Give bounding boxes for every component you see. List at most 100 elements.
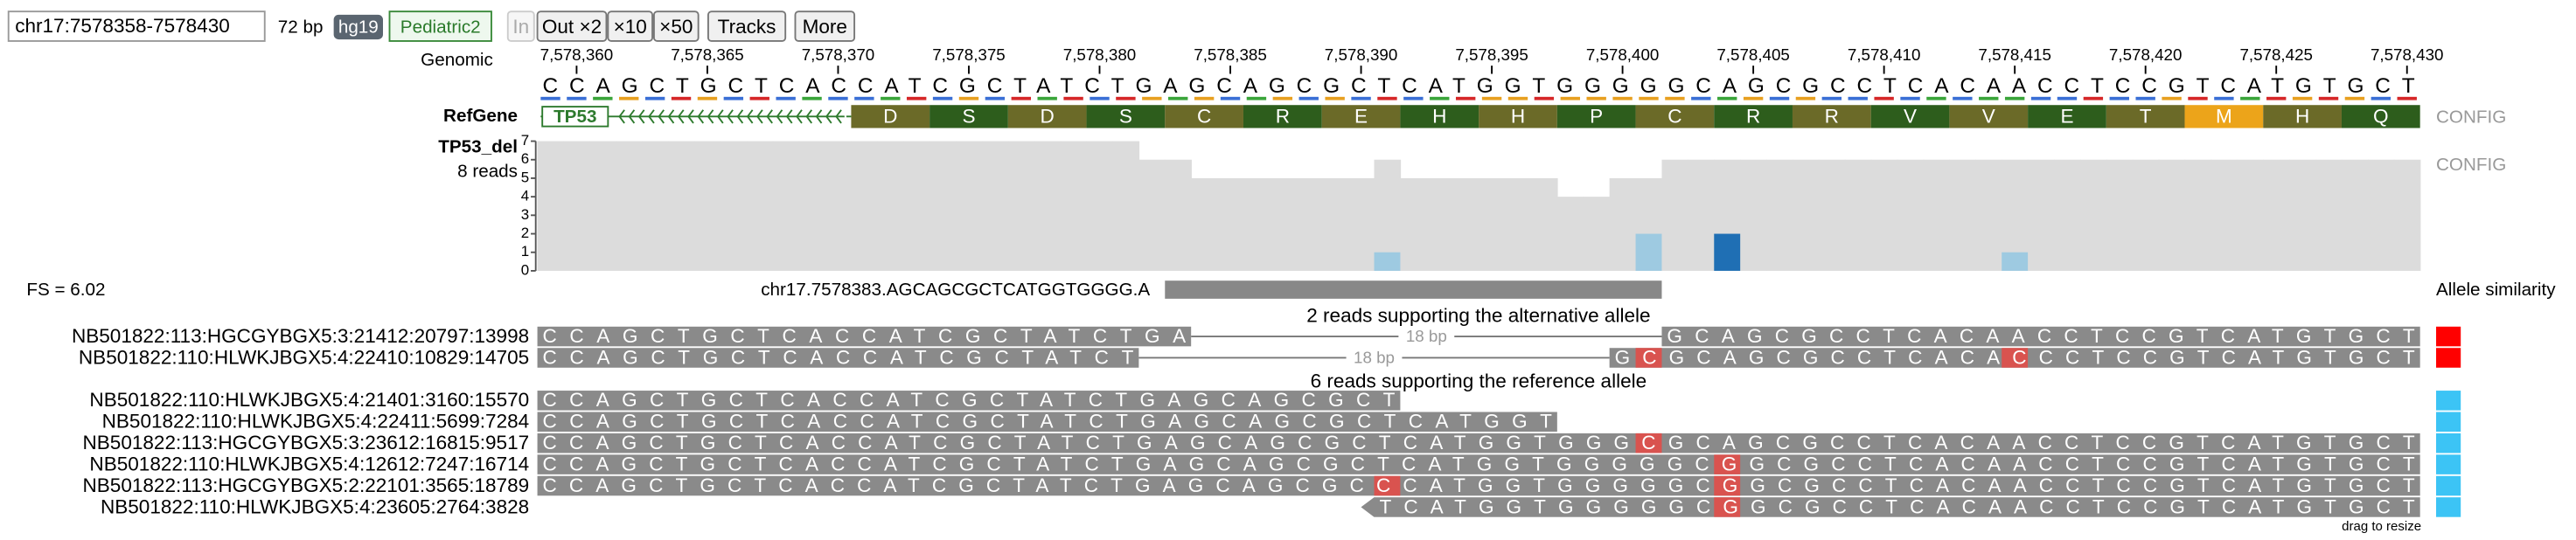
toolbar-button-label[interactable]: ×50 bbox=[659, 16, 693, 38]
base-color bbox=[1560, 96, 1580, 100]
locus-clip: chr17:7578358-7578430 bbox=[15, 15, 230, 37]
amino-acid-box bbox=[1792, 105, 1871, 128]
base-color bbox=[2109, 96, 2129, 100]
amino-acid-box bbox=[851, 105, 930, 128]
base-color bbox=[828, 96, 848, 100]
base-color bbox=[1979, 96, 1999, 100]
base-color bbox=[723, 96, 744, 100]
coverage-bar bbox=[2263, 159, 2290, 271]
amino-acid: E bbox=[1354, 105, 1368, 127]
ruler-label: 7,578,420 bbox=[2109, 45, 2182, 64]
y-tick-label: 4 bbox=[521, 188, 529, 204]
coverage-bar bbox=[616, 141, 643, 271]
coverage-bar bbox=[2210, 159, 2238, 271]
base-color bbox=[1011, 96, 1031, 100]
coverage-bar bbox=[2367, 159, 2395, 271]
amino-acid-box bbox=[929, 105, 1008, 128]
base-color bbox=[2240, 96, 2260, 100]
coverage-bar bbox=[2184, 159, 2212, 271]
track-config[interactable]: CONFIG bbox=[2436, 155, 2506, 175]
base-color bbox=[985, 96, 1006, 100]
coverage-bar bbox=[746, 141, 774, 271]
toolbar-button[interactable] bbox=[707, 10, 787, 42]
base-color bbox=[1926, 96, 1946, 100]
coverage-bar bbox=[668, 141, 695, 271]
gene-strand-arrow bbox=[727, 109, 734, 124]
amino-acid-box bbox=[1086, 105, 1166, 128]
base-color bbox=[644, 96, 665, 100]
region-width: 72 bp bbox=[278, 17, 324, 37]
resize-hint[interactable]: drag to resize bbox=[2342, 519, 2421, 534]
genome-label: hg19 bbox=[338, 17, 379, 37]
coverage-bar bbox=[1191, 177, 1218, 271]
coverage-bar bbox=[1400, 177, 1428, 271]
coverage-bar bbox=[1112, 141, 1140, 271]
base-color bbox=[2292, 96, 2313, 100]
read-block bbox=[537, 433, 2420, 453]
read-sequence: GCAGCGCCTCACAACCTCCGTCATGTGCT bbox=[1667, 325, 2415, 347]
coverage-bar bbox=[1923, 159, 1951, 271]
coverage-bar bbox=[1556, 197, 1584, 271]
gene-strand-arrow bbox=[658, 109, 665, 124]
dataset-label[interactable]: Pediatric2 bbox=[400, 17, 481, 37]
gene-strand-arrow bbox=[785, 109, 793, 124]
toolbar-button-label[interactable]: Tracks bbox=[718, 16, 776, 38]
amino-acid-box bbox=[1243, 105, 1322, 128]
coverage-bar bbox=[798, 141, 826, 271]
strand-arrow bbox=[1361, 497, 1375, 517]
base-color bbox=[1743, 96, 1764, 100]
amino-acid-box bbox=[2263, 105, 2342, 128]
coverage-bar bbox=[563, 141, 591, 271]
gene-strand-arrow bbox=[687, 109, 694, 124]
gene-strand-arrow bbox=[707, 109, 714, 124]
ruler-label: 7,578,395 bbox=[1455, 45, 1528, 64]
refgene-config[interactable]: CONFIG bbox=[2436, 107, 2506, 128]
allele-similarity bbox=[2436, 412, 2461, 433]
toolbar-button[interactable] bbox=[794, 10, 856, 42]
read-sequence: CCAGCTGCTCACCATCGCTATCTGA bbox=[543, 325, 1187, 347]
amino-acid-box bbox=[1479, 105, 1557, 128]
gene-name-box bbox=[541, 106, 609, 128]
y-tick-label: 1 bbox=[521, 243, 529, 260]
coverage-bar bbox=[1740, 159, 1767, 271]
mismatch-bar bbox=[1714, 233, 1741, 271]
coverage-bar bbox=[720, 141, 748, 271]
coverage-bar bbox=[2028, 159, 2055, 271]
toolbar-button[interactable] bbox=[536, 10, 608, 42]
read-block bbox=[537, 454, 2420, 474]
genomic-label: Genomic bbox=[421, 50, 493, 70]
toolbar-button-label[interactable]: ×10 bbox=[614, 16, 647, 38]
dataset-button[interactable] bbox=[388, 10, 492, 42]
base-color bbox=[802, 96, 822, 100]
similarity-label: Allele similarity bbox=[2436, 280, 2556, 300]
base-color bbox=[1377, 96, 1397, 100]
coverage-bar bbox=[1007, 141, 1035, 271]
locus-text[interactable]: chr17:7578358-7578430 bbox=[15, 15, 230, 37]
read-block bbox=[537, 475, 2420, 496]
base-color bbox=[1717, 96, 1737, 100]
locus-input[interactable] bbox=[7, 10, 266, 42]
coverage-bar bbox=[1949, 159, 1977, 271]
coverage-bar bbox=[1766, 159, 1793, 271]
toolbar-button-label[interactable]: Out ×2 bbox=[542, 16, 602, 38]
amino-acid-box bbox=[1870, 105, 1950, 128]
base-color bbox=[2318, 96, 2339, 100]
allele-similarity bbox=[2436, 454, 2461, 474]
coverage-bar bbox=[851, 141, 879, 271]
base-color bbox=[1272, 96, 1293, 100]
coverage-bar bbox=[1897, 159, 1925, 271]
coverage-bar bbox=[1243, 177, 1271, 271]
toolbar-button-label[interactable]: More bbox=[803, 16, 847, 38]
toolbar-button[interactable] bbox=[652, 10, 700, 42]
coverage-bar bbox=[2132, 159, 2160, 271]
read-block bbox=[537, 326, 1192, 347]
read-mismatch bbox=[1635, 433, 1662, 453]
base-color bbox=[540, 96, 560, 100]
amino-acid: R bbox=[1276, 105, 1290, 127]
ruler-label: 7,578,415 bbox=[1978, 45, 2050, 64]
toolbar-button[interactable] bbox=[607, 10, 653, 42]
base-color bbox=[1848, 96, 1868, 100]
amino-acid-box bbox=[1321, 105, 1401, 128]
coverage-bar bbox=[956, 141, 983, 271]
